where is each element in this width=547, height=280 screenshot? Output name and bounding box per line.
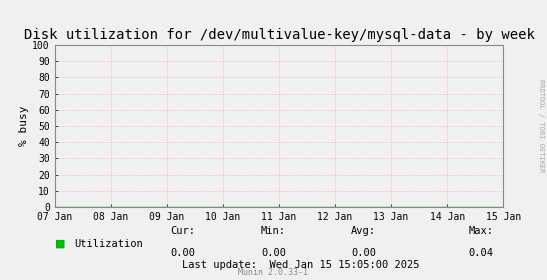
Text: 0.00: 0.00 bbox=[261, 248, 286, 258]
Text: Max:: Max: bbox=[469, 226, 494, 236]
Title: Disk utilization for /dev/multivalue-key/mysql-data - by week: Disk utilization for /dev/multivalue-key… bbox=[24, 28, 534, 42]
Y-axis label: % busy: % busy bbox=[20, 106, 30, 146]
Text: 0.04: 0.04 bbox=[469, 248, 494, 258]
Text: RRDTOOL / TOBI OETIKER: RRDTOOL / TOBI OETIKER bbox=[538, 79, 544, 173]
Text: Last update:  Wed Jan 15 15:05:00 2025: Last update: Wed Jan 15 15:05:00 2025 bbox=[182, 260, 420, 270]
Text: 0.00: 0.00 bbox=[351, 248, 376, 258]
Text: Min:: Min: bbox=[261, 226, 286, 236]
Text: 0.00: 0.00 bbox=[171, 248, 196, 258]
Text: ■: ■ bbox=[55, 239, 65, 249]
Text: Munin 2.0.33-1: Munin 2.0.33-1 bbox=[238, 268, 309, 277]
Text: Avg:: Avg: bbox=[351, 226, 376, 236]
Text: Utilization: Utilization bbox=[74, 239, 143, 249]
Text: Cur:: Cur: bbox=[171, 226, 196, 236]
